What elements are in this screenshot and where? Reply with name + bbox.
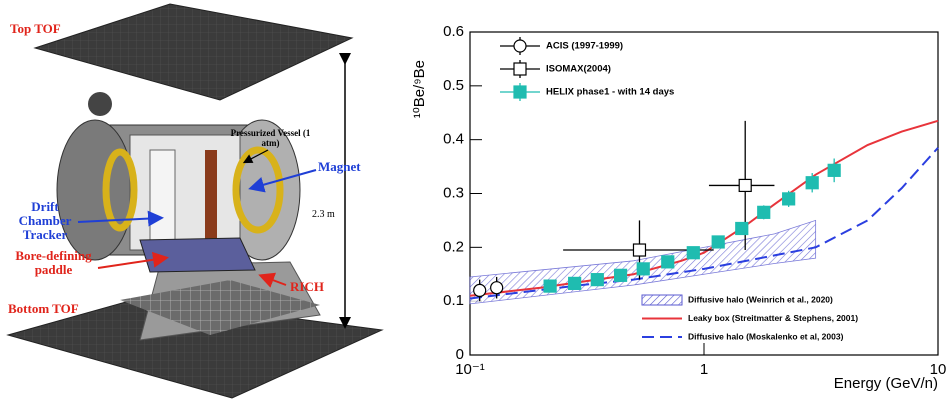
label: Bottom TOF	[8, 301, 79, 316]
marker	[661, 255, 675, 269]
x-tick-label: 10	[930, 361, 947, 378]
legend-label: HELIX phase1 - with 14 days	[546, 87, 674, 98]
instrument-diagram	[6, 3, 384, 399]
legend-marker	[513, 39, 527, 53]
marker	[757, 205, 771, 219]
legend-label: Diffusive halo (Weinrich et al., 2020)	[688, 294, 833, 304]
line	[469, 119, 939, 297]
y-axis-label: ¹⁰Be/⁹Be	[411, 60, 428, 118]
y-tick-label: 0.5	[443, 77, 464, 94]
y-tick-label: 0.3	[443, 184, 464, 201]
marker	[711, 235, 725, 249]
rich-grid	[120, 280, 320, 335]
marker	[632, 243, 647, 257]
magnet-coil-left	[102, 148, 138, 232]
x-tick-label: 10⁻¹	[455, 361, 485, 378]
marker	[827, 163, 841, 177]
marker	[490, 281, 504, 295]
marker	[568, 276, 582, 291]
marker	[782, 192, 796, 206]
top-tof-panel	[33, 3, 354, 101]
marker	[735, 221, 749, 236]
plot-frame	[469, 31, 939, 356]
paddle-arrow	[97, 251, 169, 269]
marker	[613, 268, 628, 282]
label: Pressurized Vessel (1 atm)	[230, 128, 311, 148]
marker	[590, 273, 604, 287]
legend-marker	[513, 85, 527, 99]
label: RICH	[290, 279, 324, 294]
label: Magnet	[318, 159, 361, 174]
vessel-arrow	[242, 149, 269, 164]
y-tick-label: 0.4	[443, 131, 464, 148]
port	[88, 92, 112, 116]
drift-arrow	[77, 210, 164, 227]
marker	[636, 262, 650, 276]
inner-magnet	[205, 150, 217, 240]
magnet-arrow	[248, 169, 317, 193]
x-axis-label: Energy (GeV/n)	[834, 375, 938, 392]
legend-marker	[513, 62, 527, 76]
magnet-coil-right	[232, 146, 284, 234]
y-tick-label: 0.1	[443, 292, 464, 309]
y-tick-label: 0.6	[443, 23, 464, 40]
label: Top TOF	[10, 21, 61, 36]
marker	[473, 283, 487, 297]
legend-label: Diffusive halo (Moskalenko et al, 2003)	[688, 331, 844, 341]
marker	[686, 246, 700, 260]
marker	[805, 176, 819, 190]
legend-label: ACIS (1997-1999)	[546, 41, 623, 52]
y-tick-label: 0.2	[443, 238, 464, 255]
label: Drift Chamber Tracker	[18, 199, 72, 242]
label: Bore-defining paddle	[15, 248, 92, 277]
x-tick-label: 1	[700, 361, 708, 378]
legend-label: ISOMAX(2004)	[546, 64, 611, 75]
band	[469, 219, 817, 305]
legend-key	[641, 294, 683, 306]
bottom-tof-panel	[6, 297, 384, 399]
vessel-interior	[129, 134, 241, 251]
paddle	[139, 237, 256, 273]
rich-arrow	[258, 272, 287, 288]
marker	[543, 279, 557, 293]
y-tick-label: 0	[456, 346, 464, 363]
marker	[738, 178, 752, 193]
legend-label: Leaky box (Streitmatter & Stephens, 2001…	[688, 313, 858, 323]
line	[469, 147, 939, 300]
label: 2.3 m	[312, 209, 335, 220]
drift-chamber	[149, 149, 176, 241]
